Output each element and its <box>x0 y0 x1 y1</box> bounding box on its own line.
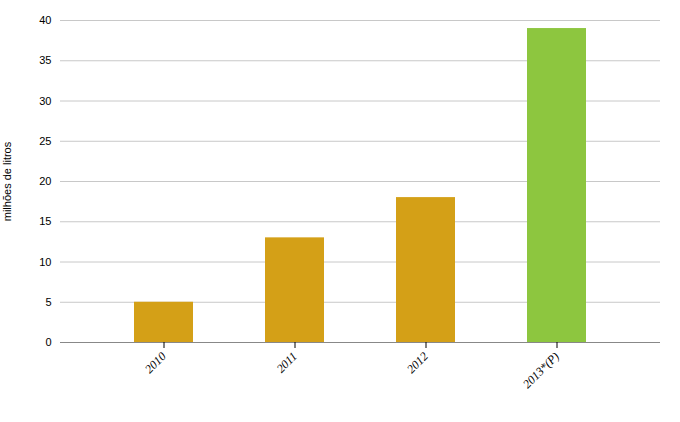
svg-text:20: 20 <box>39 175 51 187</box>
svg-text:2013*(P): 2013*(P) <box>520 349 562 391</box>
svg-text:25: 25 <box>39 135 51 147</box>
svg-text:0: 0 <box>45 336 51 348</box>
svg-text:40: 40 <box>39 14 51 26</box>
svg-text:milhões de litros: milhões de litros <box>1 141 13 221</box>
svg-text:2010: 2010 <box>142 349 169 376</box>
svg-text:10: 10 <box>39 256 51 268</box>
svg-text:15: 15 <box>39 215 51 227</box>
svg-text:2011: 2011 <box>274 349 300 375</box>
svg-text:5: 5 <box>45 296 51 308</box>
svg-text:30: 30 <box>39 95 51 107</box>
svg-text:35: 35 <box>39 54 51 66</box>
svg-text:2012: 2012 <box>404 349 431 376</box>
